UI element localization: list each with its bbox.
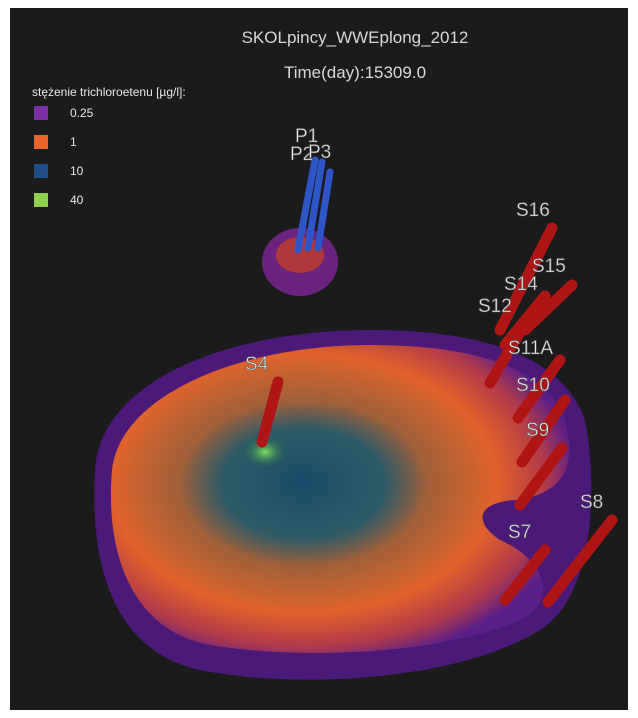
well-label: P3	[308, 142, 331, 163]
well-label: S12	[478, 296, 512, 317]
well-label: S9	[526, 420, 549, 441]
legend-swatch	[34, 135, 48, 149]
well-label: S10	[516, 375, 550, 396]
well-label: S7	[508, 522, 531, 543]
legend-label: 0.25	[70, 106, 94, 120]
legend-swatch	[34, 164, 48, 178]
title: SKOLpincy_WWEplong_2012	[242, 28, 469, 47]
legend-label: 10	[70, 164, 84, 178]
well-label: S8	[580, 492, 603, 513]
legend-label: 1	[70, 135, 77, 149]
plume	[111, 345, 569, 653]
well-label: S11A	[508, 338, 553, 359]
legend-swatch	[34, 106, 48, 120]
legend-label: 40	[70, 193, 84, 207]
time: Time(day):15309.0	[284, 63, 426, 82]
legend-swatch	[34, 193, 48, 207]
well-label: S16	[516, 200, 550, 221]
page: SKOLpincy_WWEplong_2012 Time(day):15309.…	[0, 0, 638, 718]
well-label: S4	[245, 354, 269, 375]
viewer: SKOLpincy_WWEplong_2012 Time(day):15309.…	[0, 0, 638, 718]
legend-title: stężenie trichloroetenu [µg/l]:	[32, 85, 186, 99]
well-label: S14	[504, 274, 538, 295]
